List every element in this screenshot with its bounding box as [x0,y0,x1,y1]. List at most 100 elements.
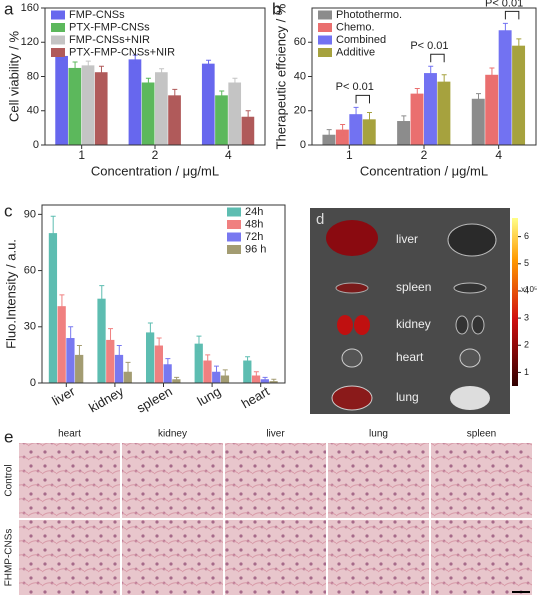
organ-signal [331,385,373,411]
error-bar [476,93,482,105]
error-bar [50,215,56,251]
bar [349,114,363,145]
bar [410,93,424,145]
error-bar [76,345,82,365]
histology-image [225,443,326,518]
legend-label: FMP-CNSs+NIR [69,34,150,46]
legend-swatch [51,35,65,45]
legend-label: 72h [245,231,263,243]
x-tick-label: liver [49,383,78,408]
column-label: lung [369,429,388,440]
plot-frame [44,7,266,146]
y-tick-label: 80 [27,70,39,82]
bar [106,339,115,383]
organ [447,223,497,257]
bar [68,67,82,145]
histology-image [431,443,532,518]
x-axis-label: Concentration / μg/mL [91,163,219,178]
y-axis-label: Fluo.Intensity / a.u. [3,239,18,349]
legend-swatch [227,245,241,254]
bar [362,119,376,145]
histology-image [122,520,223,595]
bar [81,65,95,145]
error-bar [108,328,114,352]
bar [57,306,66,383]
legend-swatch [227,232,241,242]
row-label: FHMP-CNSs [4,529,15,587]
error-bar [174,376,180,382]
panel-label: c [4,201,13,220]
error-bar [116,345,122,365]
bar [203,360,212,383]
error-bar [245,356,251,365]
colorbar-tick-label: 1 [524,367,529,377]
organ [335,282,369,294]
x-tick-label: lung [195,384,224,409]
annotation: P< 0.01 [336,81,374,93]
bar [55,55,68,146]
bar [66,338,75,383]
error-bar [516,38,522,54]
bar [97,298,106,383]
legend-label: PTX-FMP-CNSs [69,21,150,33]
bar [228,82,242,145]
error-bar [59,294,65,318]
error-bar [428,65,434,81]
bar [498,30,512,146]
legend-label: Photothermo. [336,9,402,21]
error-bar [253,371,259,380]
error-bar [68,326,74,350]
organ-label: kidney [396,317,431,331]
organ-signal [354,315,370,335]
histology-image [122,443,223,518]
error-bar [213,365,219,378]
bar [48,233,58,383]
significance-bracket [504,10,520,20]
bar [114,354,124,383]
y-tick-label: 40 [294,70,306,82]
y-tick-label: 0 [33,139,39,151]
column-label: kidney [158,429,187,440]
y-tick-label: 0 [300,139,306,151]
organ [455,315,469,335]
bar [141,82,155,145]
error-bar [340,123,346,136]
error-bar [245,110,251,124]
legend-swatch [227,207,241,217]
legend-label: FMP-CNSs [69,9,125,21]
bar [397,121,411,145]
colorbar-tick-label: 3 [524,312,529,322]
bar [168,95,181,145]
plot-frame [311,7,537,146]
histology-image [328,520,429,595]
legend-swatch [318,35,332,45]
legend-swatch [227,220,241,229]
error-bar [401,115,407,127]
legend-label: Additive [336,46,375,58]
bar [194,343,203,383]
error-bar [222,369,228,382]
error-bar [441,74,447,89]
panel-label: a [4,0,14,18]
bar [128,59,142,145]
error-bar [219,90,225,101]
error-bar [159,68,165,77]
legend-label: Chemo. [336,21,375,33]
bar [243,360,252,383]
bar [201,63,215,145]
bar [335,129,349,145]
error-bar [206,59,212,68]
error-bar [98,65,104,79]
organ-signal [326,220,378,256]
colorbar-tick-label: 2 [524,340,529,350]
bar [163,364,172,383]
bar [512,45,526,145]
x-tick-label: heart [239,383,272,411]
error-bar [205,354,211,367]
error-bar [125,361,131,382]
y-tick-label: 90 [24,208,36,220]
error-bar [172,88,178,102]
significance-bracket [355,94,370,104]
error-bar [132,54,138,65]
bar [471,98,485,145]
